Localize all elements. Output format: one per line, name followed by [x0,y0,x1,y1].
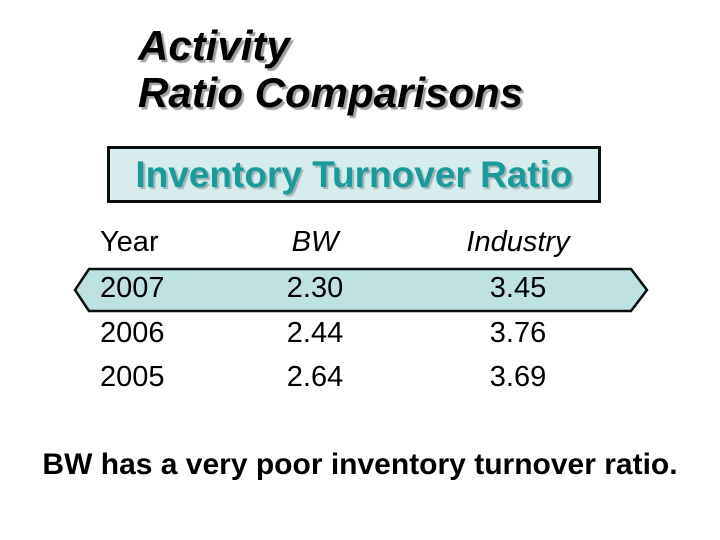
subtitle-box: Inventory Turnover Ratio [107,146,601,203]
subtitle-text: Inventory Turnover Ratio [135,153,573,195]
table-row: 2005 2.64 3.69 [0,361,720,397]
cell-year-2006: 2006 [100,317,165,349]
slide-title-line-2: Ratio Comparisons [138,69,524,117]
table-row: 2006 2.44 3.76 [0,317,720,353]
column-header-bw: BW [291,226,339,258]
cell-industry-2005: 3.69 [489,361,547,393]
cell-industry-2007: 3.45 [489,272,547,304]
table-header-row: Year BW Industry [0,226,720,262]
slide-title-line-1: Activity [138,22,290,69]
cell-industry-2006: 3.76 [489,317,547,349]
cell-bw-2007: 2.30 [286,272,344,304]
cell-year-2007: 2007 [100,272,165,304]
column-header-year: Year [100,226,159,258]
highlight-band [73,267,649,313]
footnote: BW has a very poor inventory turnover ra… [42,448,678,481]
cell-bw-2006: 2.44 [286,317,344,349]
table-row: 2007 2.30 3.45 [0,272,720,308]
cell-year-2005: 2005 [100,361,165,393]
column-header-industry: Industry [466,226,570,258]
slide-title: Activity Ratio Comparisons [138,22,523,117]
cell-bw-2005: 2.64 [286,361,344,393]
highlight-hexagon [73,267,649,313]
